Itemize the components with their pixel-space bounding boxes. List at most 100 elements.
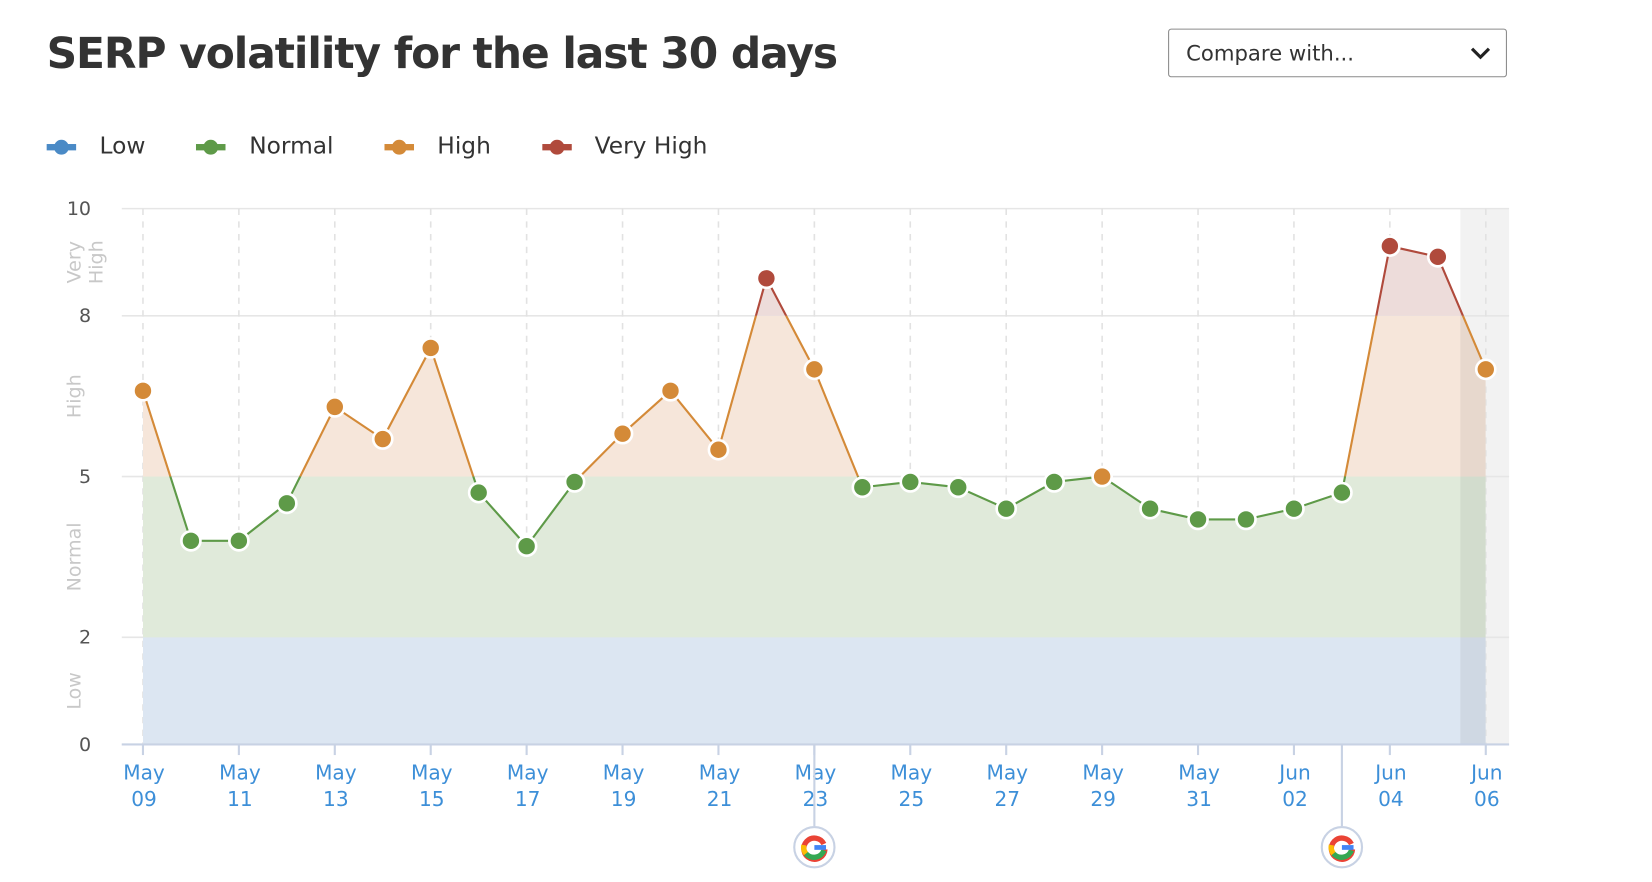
x-tick-label: May 09 [123,760,165,810]
data-point [467,481,490,504]
series-line-normal [169,476,1347,548]
x-tick-day: 02 [1282,787,1308,811]
data-point [1283,497,1305,520]
data-point [275,492,298,515]
google-icon [1328,835,1356,862]
x-tick-month: May [411,760,453,784]
x-tick-label: May 13 [315,760,357,810]
data-point [1426,245,1449,268]
band-axis-label: Low [63,672,85,710]
x-tick-month: May [795,760,837,784]
x-tick-day: 04 [1378,787,1404,811]
data-point [995,497,1018,520]
page-title: SERP volatility for the last 30 days [46,29,839,79]
y-tick-label: 8 [79,305,91,327]
data-point [899,471,922,493]
compare-label: Compare with... [1186,40,1355,66]
band-area-high [142,315,1486,477]
data-point [563,471,586,493]
x-tick-label: May 11 [219,760,261,810]
x-tick-label: May 15 [411,760,453,810]
data-point [180,529,202,552]
x-tick-day: 25 [899,787,925,811]
data-point [947,476,970,499]
y-tick-label: 10 [67,198,91,220]
x-tick-day: 27 [994,787,1020,811]
x-tick-label: May23 [795,760,837,810]
google-g-arc-green [1331,849,1354,860]
x-tick-month: Jun [1277,760,1310,784]
x-tick-day: 13 [323,787,349,811]
data-point [515,535,538,558]
x-tick-day: 15 [419,787,445,811]
google-update-marker[interactable] [793,826,836,869]
data-point [755,267,778,290]
band-axis-label: High [86,240,108,284]
data-point [1474,358,1497,381]
x-tick-day: 19 [611,787,637,811]
data-point [1331,481,1353,504]
x-tick-month: May [507,760,549,784]
x-tick-day: 21 [707,787,733,811]
google-g-arc-yellow [800,844,809,856]
x-tick-month: May [1178,760,1220,784]
x-tick-month: May [123,760,165,784]
google-g-bar [814,845,827,850]
legend-label: High [437,133,491,160]
y-tick-label: 2 [79,627,91,649]
legend-item-very-high[interactable]: Very High [541,133,708,160]
data-point [1091,465,1113,488]
y-tick-label: 5 [79,466,91,488]
legend-item-high[interactable]: High [384,133,491,160]
x-tick-month: Jun [1469,760,1502,784]
data-point [851,476,874,499]
band-area-very-high [142,246,1486,316]
x-tick-month: May [986,760,1028,784]
data-point [323,396,346,418]
data-point [228,529,250,552]
band-axis-label: Very [63,241,85,283]
legend-marker-icon [46,139,77,155]
data-point [1043,471,1066,493]
compare-with-dropdown[interactable]: Compare with... [1168,28,1507,78]
x-tick-month: May [315,760,357,784]
data-point [419,337,442,359]
x-tick-day: 06 [1474,787,1500,811]
band-area-low [142,637,1486,745]
legend-marker-icon [196,139,226,155]
x-tick-label: May 17 [507,760,549,810]
legend-label: Very High [594,133,708,160]
x-tick-label: Jun 06 [1469,760,1502,810]
data-point [803,358,826,381]
data-point [1235,508,1257,531]
x-tick-label: Jun 02 [1277,760,1310,810]
x-tick-day: 29 [1090,787,1116,811]
legend-item-low[interactable]: Low [46,133,146,160]
data-point [1187,508,1209,531]
google-icon [800,835,828,862]
x-tick-day: 09 [131,787,157,811]
legend-item-normal[interactable]: Normal [196,133,334,160]
x-tick-label: May 25 [891,760,933,810]
google-g-bar [1341,845,1354,850]
x-tick-label: May 19 [603,760,645,810]
legend-label: Low [99,133,146,160]
x-tick-month: Jun [1373,760,1406,784]
x-tick-day: 11 [227,787,253,811]
band-axis-label: High [63,374,85,418]
google-g-arc-green [803,849,827,860]
x-tick-label: May 29 [1082,760,1124,810]
x-tick-day: 31 [1186,787,1212,811]
legend-label: Normal [249,133,334,160]
band-axis-label: Normal [63,522,85,591]
x-tick-label: May 21 [699,760,741,810]
google-update-marker[interactable] [1320,826,1364,869]
chevron-down-icon [1470,47,1491,60]
legend-marker-icon [541,139,572,155]
google-g-arc-yellow [1328,844,1336,856]
data-point [1379,235,1401,257]
x-tick-month: May [1082,760,1124,784]
y-tick-label: 0 [79,734,91,756]
